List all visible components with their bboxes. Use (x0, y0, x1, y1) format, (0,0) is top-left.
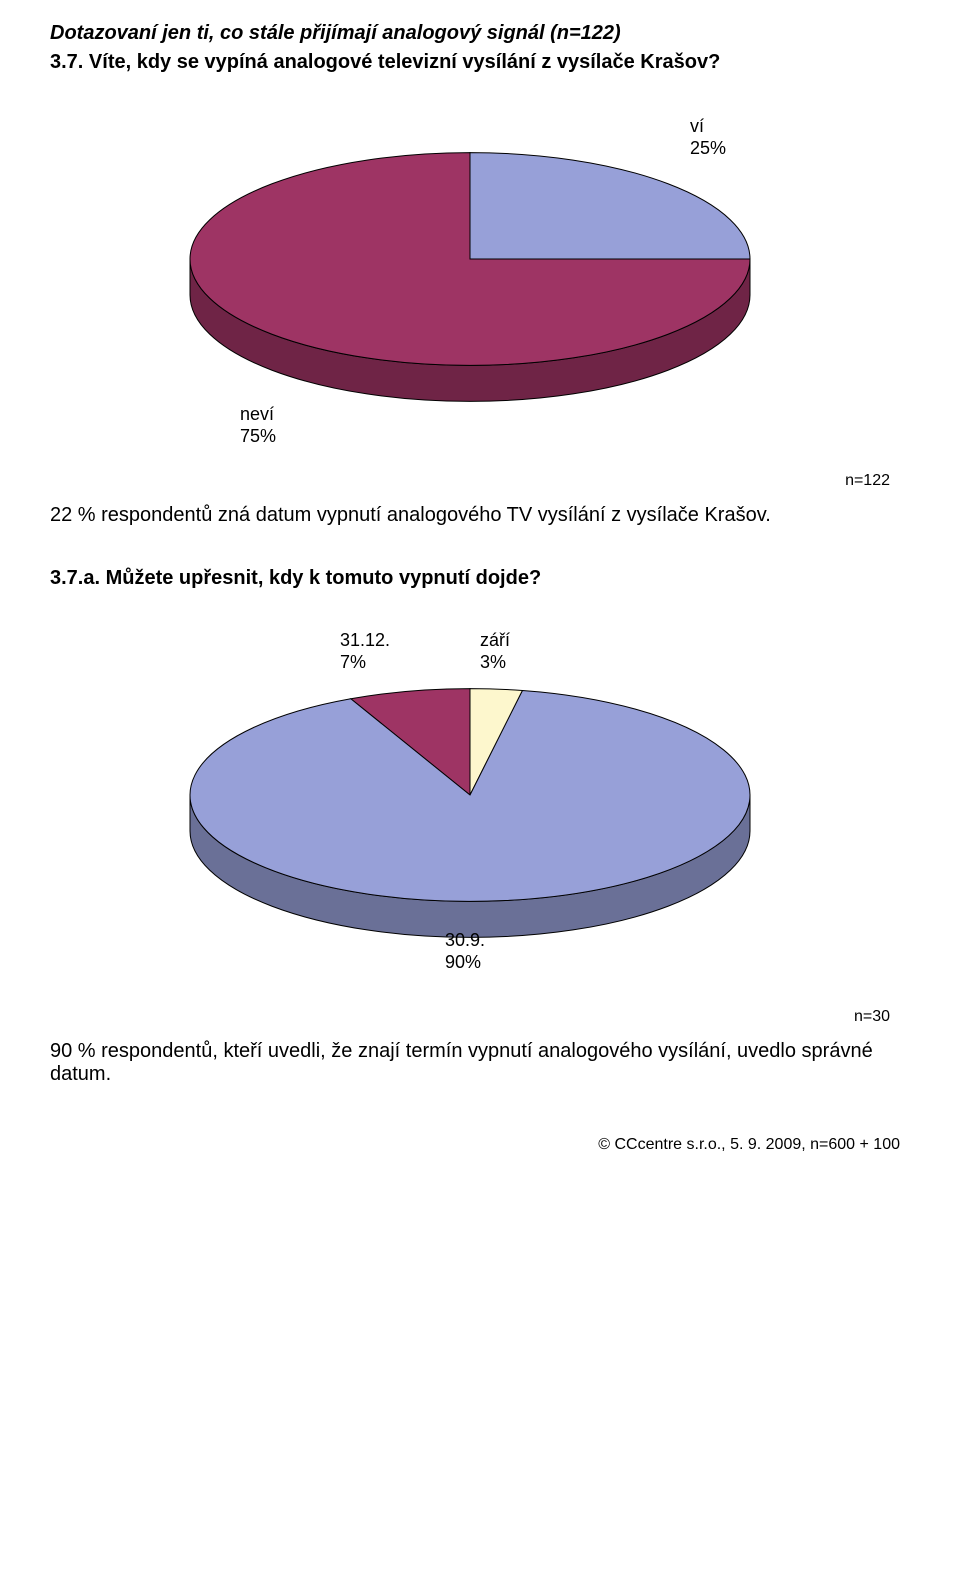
footer: © CCcentre s.r.o., 5. 9. 2009, n=600 + 1… (50, 1136, 910, 1154)
chart-1-n: n=122 (50, 472, 910, 490)
filter-title: Dotazovaní jen ti, co stále přijímají an… (50, 22, 910, 45)
chart-2-label-0: 31.12. 7% (340, 630, 390, 673)
chart-1-label-1: neví 75% (240, 404, 276, 447)
conclusion-paragraph: 90 % respondentů, kteří uvedli, že znají… (50, 1040, 910, 1086)
chart-1-label-0: ví 25% (690, 116, 726, 159)
chart-1-container: ví 25% neví 75% (50, 104, 910, 464)
chart-2-label-2: 30.9. 90% (445, 930, 485, 973)
mid-paragraph: 22 % respondentů zná datum vypnutí analo… (50, 504, 910, 527)
question-3-7-a: 3.7.a. Můžete upřesnit, kdy k tomuto vyp… (50, 567, 910, 590)
question-3-7: 3.7. Víte, kdy se vypíná analogové telev… (50, 51, 910, 74)
page: Dotazovaní jen ti, co stále přijímají an… (0, 0, 960, 1184)
chart-2-container: 31.12. 7% září 3% 30.9. 90% (50, 620, 910, 1000)
chart-2-label-1: září 3% (480, 630, 510, 673)
chart-1-pie (50, 104, 910, 464)
chart-2-n: n=30 (50, 1008, 910, 1026)
